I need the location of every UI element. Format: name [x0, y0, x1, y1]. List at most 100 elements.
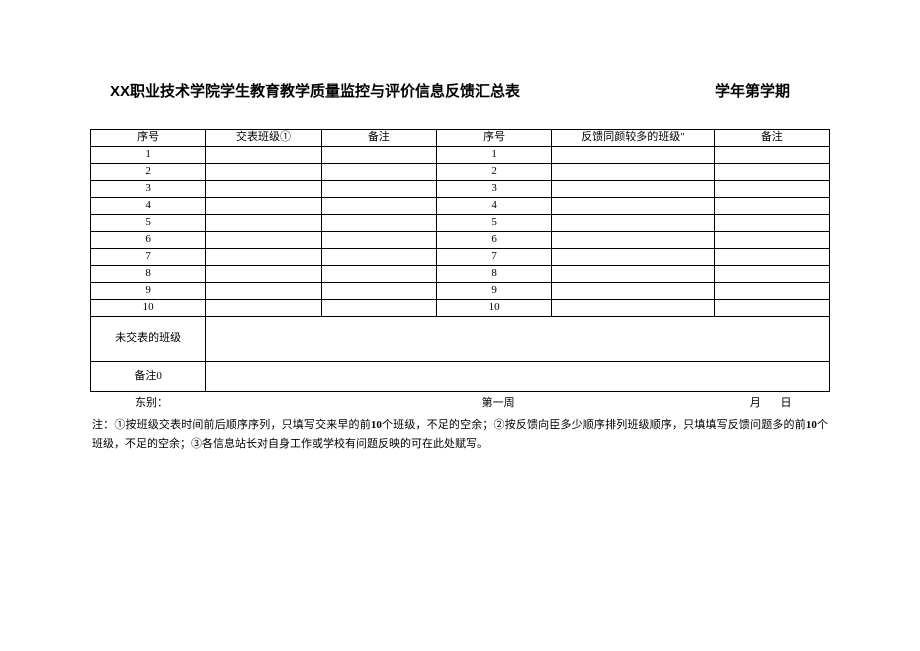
cell: 8 — [91, 266, 206, 283]
table-body: 11 22 33 44 55 66 77 88 99 1010 未交表的班级 备… — [91, 147, 830, 392]
cell — [206, 198, 321, 215]
signature-row: 东别： 第一周 月 日 — [90, 392, 830, 414]
page-title: XX职业技术学院学生教育教学质量监控与评价信息反馈汇总表 — [110, 80, 520, 101]
cell — [206, 181, 321, 198]
cell — [206, 164, 321, 181]
table-row: 10 10 — [91, 300, 830, 317]
cell: 5 — [91, 215, 206, 232]
cell — [206, 266, 321, 283]
cell — [206, 300, 321, 317]
table-header-row: 序号 交表班级① 备注 序号 反馈同颜较多的班级" 备注 — [91, 130, 830, 147]
cell: 7 — [436, 249, 551, 266]
cell — [206, 232, 321, 249]
cell — [206, 249, 321, 266]
table-row: 33 — [91, 181, 830, 198]
sig-dept: 东别： — [90, 394, 342, 410]
cell — [552, 283, 714, 300]
cell — [321, 232, 436, 249]
cell — [321, 300, 436, 317]
sig-date: 月 日 — [638, 394, 830, 410]
table-row: 22 — [91, 164, 830, 181]
cell — [714, 249, 829, 266]
cell: 1 — [436, 147, 551, 164]
cell — [321, 198, 436, 215]
cell — [714, 300, 829, 317]
table-row: 88 — [91, 266, 830, 283]
cell: 9 — [91, 283, 206, 300]
cell: 6 — [436, 232, 551, 249]
semester-label: 学年第学期 — [715, 80, 810, 101]
cell: 6 — [91, 232, 206, 249]
table-row: 99 — [91, 283, 830, 300]
cell — [552, 147, 714, 164]
cell: 4 — [91, 198, 206, 215]
cell — [321, 181, 436, 198]
cell — [552, 300, 714, 317]
cell — [321, 266, 436, 283]
remark-label: 备注0 — [91, 362, 206, 392]
header-note2: 备注 — [714, 130, 829, 147]
table-row: 55 — [91, 215, 830, 232]
cell: 1 — [91, 147, 206, 164]
cell — [714, 164, 829, 181]
sig-week: 第一周 — [342, 394, 638, 410]
cell — [714, 181, 829, 198]
cell — [714, 266, 829, 283]
notes-ten-b: 10 — [806, 419, 817, 431]
cell: 2 — [436, 164, 551, 181]
cell — [552, 181, 714, 198]
title-row: XX职业技术学院学生教育教学质量监控与评价信息反馈汇总表 学年第学期 — [90, 80, 830, 101]
not-submitted-label: 未交表的班级 — [91, 317, 206, 362]
cell — [714, 215, 829, 232]
notes-ten-a: 10 — [371, 419, 382, 431]
cell: 3 — [436, 181, 551, 198]
table-row: 77 — [91, 249, 830, 266]
cell — [552, 198, 714, 215]
notes-text-1a: ①按班级交表时间前后顺序序列，只填写交来早的前 — [114, 419, 371, 431]
not-submitted-row: 未交表的班级 — [91, 317, 830, 362]
cell — [552, 266, 714, 283]
cell: 4 — [436, 198, 551, 215]
cell — [321, 249, 436, 266]
notes: 注：①按班级交表时间前后顺序序列，只填写交来早的前10个班级，不足的空余；②按反… — [90, 414, 830, 453]
cell — [552, 232, 714, 249]
cell: 10 — [436, 300, 551, 317]
table-row: 44 — [91, 198, 830, 215]
not-submitted-cell — [206, 317, 830, 362]
cell — [714, 283, 829, 300]
remark-cell — [206, 362, 830, 392]
cell — [206, 283, 321, 300]
cell — [552, 249, 714, 266]
sig-day: 日 — [772, 394, 800, 410]
remark-row: 备注0 — [91, 362, 830, 392]
cell: 2 — [91, 164, 206, 181]
cell: 7 — [91, 249, 206, 266]
cell — [552, 215, 714, 232]
cell — [206, 147, 321, 164]
cell — [321, 215, 436, 232]
header-feedback-class: 反馈同颜较多的班级" — [552, 130, 714, 147]
cell: 8 — [436, 266, 551, 283]
feedback-table: 序号 交表班级① 备注 序号 反馈同颜较多的班级" 备注 11 22 33 44… — [90, 129, 830, 392]
header-seq1: 序号 — [91, 130, 206, 147]
header-seq2: 序号 — [436, 130, 551, 147]
table-row: 11 — [91, 147, 830, 164]
cell — [714, 147, 829, 164]
cell: 9 — [436, 283, 551, 300]
notes-prefix: 注： — [92, 419, 114, 431]
header-submit-class: 交表班级① — [206, 130, 321, 147]
cell — [321, 147, 436, 164]
cell: 5 — [436, 215, 551, 232]
cell — [714, 232, 829, 249]
cell — [714, 198, 829, 215]
notes-text-1b: 个班级，不足的空余；②按反馈向臣多少顺序排列班级顺序，只填填写反馈问题多的前 — [382, 419, 806, 431]
cell: 10 — [91, 300, 206, 317]
cell — [206, 215, 321, 232]
sig-month: 月 — [741, 394, 769, 410]
cell: 3 — [91, 181, 206, 198]
cell — [552, 164, 714, 181]
table-row: 66 — [91, 232, 830, 249]
cell — [321, 164, 436, 181]
header-note1: 备注 — [321, 130, 436, 147]
cell — [321, 283, 436, 300]
